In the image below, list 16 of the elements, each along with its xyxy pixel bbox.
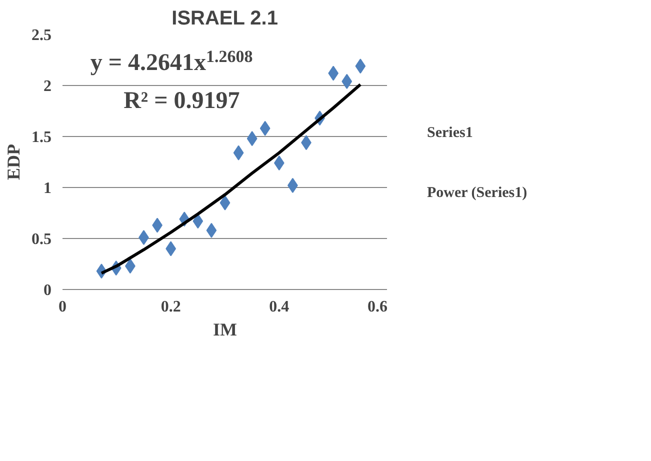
text: Power (Series1) [427, 184, 528, 202]
y-tick-label: 2 [44, 78, 52, 95]
y-tick-label: 0.5 [32, 231, 52, 248]
x-axis-title: IM [213, 320, 238, 340]
y-tick-label: 0 [44, 282, 52, 299]
y-tick-label: 1 [44, 180, 52, 197]
chart-title: ISRAEL 2.1 [172, 8, 278, 30]
x-tick-label: 0 [58, 298, 66, 316]
text: Series1 [427, 124, 473, 142]
y-tick-label: 1.5 [32, 129, 52, 146]
annotation: R² = 0.9197 [124, 88, 240, 114]
y-axis-title: EDP [4, 144, 24, 180]
x-tick-label: 0.2 [160, 298, 181, 316]
y-tick-label: 2.5 [32, 27, 52, 44]
x-tick-label: 0.6 [368, 298, 388, 316]
x-tick-label: 0.4 [269, 298, 290, 316]
